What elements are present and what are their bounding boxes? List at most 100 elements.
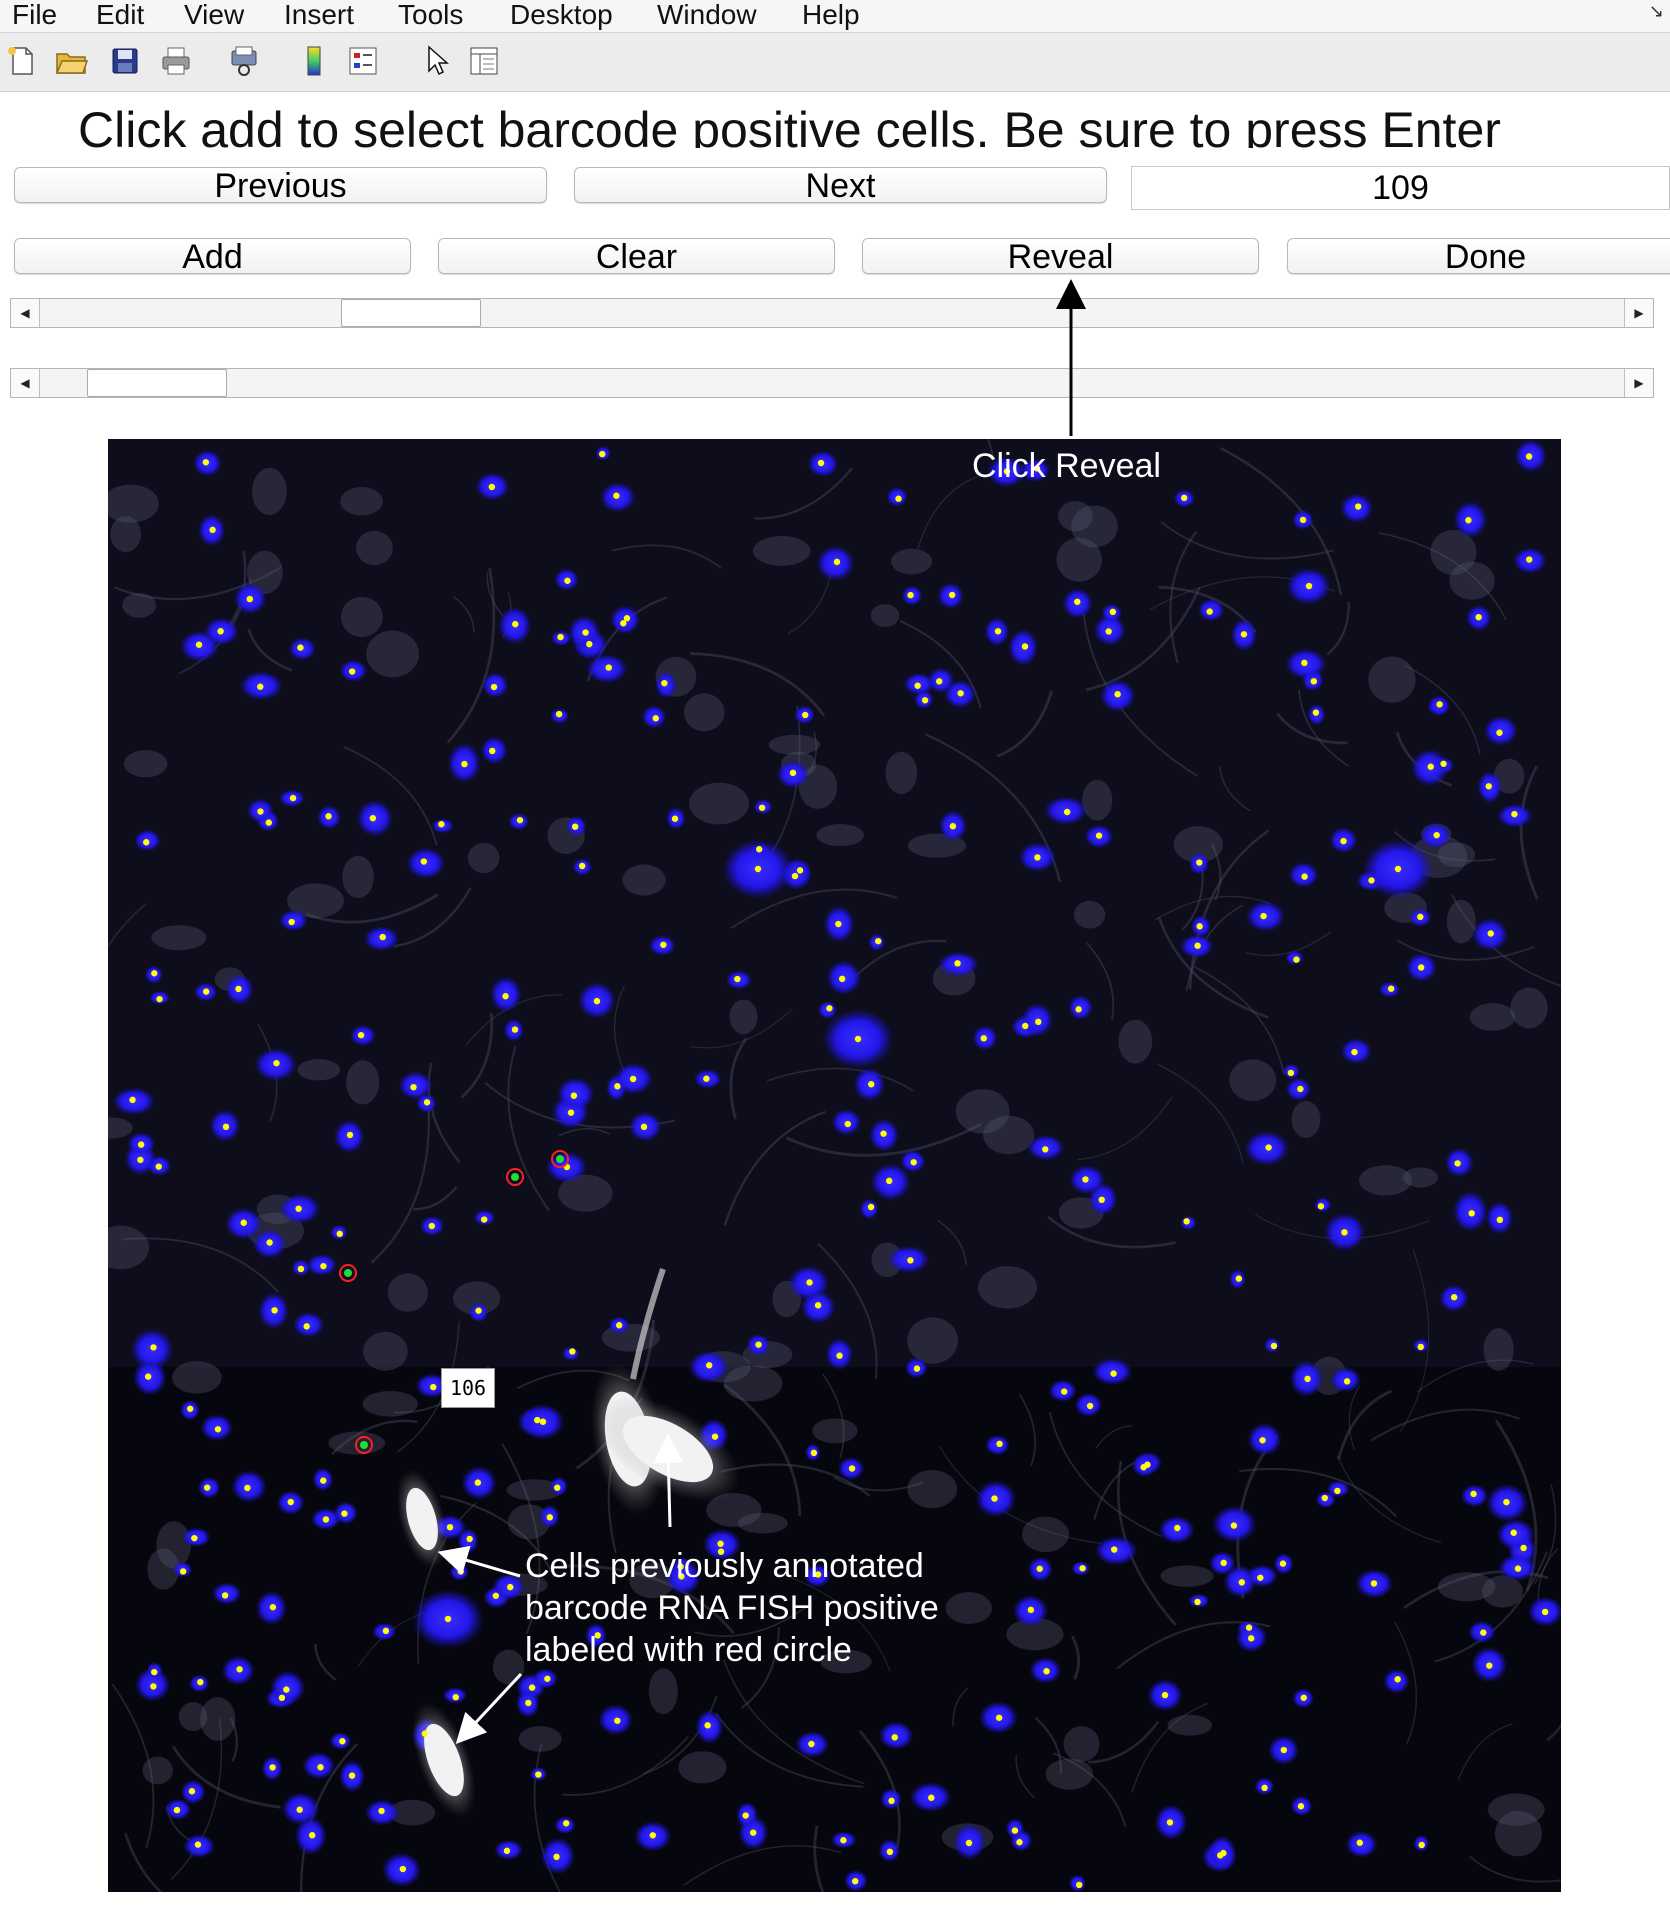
neurite xyxy=(331,1419,418,1455)
cell-soma xyxy=(622,864,666,896)
centroid-marker xyxy=(1042,1146,1049,1153)
centroid-marker xyxy=(378,1807,385,1815)
neurite xyxy=(453,596,475,633)
cell-soma xyxy=(1494,1810,1542,1857)
next-button[interactable]: Next xyxy=(574,167,1107,204)
cell-soma xyxy=(820,1649,872,1674)
horizontal-slider-bottom[interactable]: ◀ ▶ xyxy=(10,368,1654,398)
neurite xyxy=(720,1463,871,1497)
neurite xyxy=(1077,1095,1174,1161)
menu-insert[interactable]: Insert xyxy=(284,0,355,30)
centroid-marker xyxy=(1043,1668,1050,1675)
centroid-marker xyxy=(420,858,428,865)
centroid-marker xyxy=(1105,628,1112,635)
centroid-marker xyxy=(1079,1565,1086,1572)
centroid-marker xyxy=(480,1216,488,1223)
annotation-red-circle xyxy=(551,1150,569,1168)
centroid-marker xyxy=(844,1120,852,1128)
centroid-marker xyxy=(921,697,929,704)
microscopy-image[interactable] xyxy=(108,439,1561,1892)
cell-soma xyxy=(108,1117,133,1139)
menu-window[interactable]: Window xyxy=(657,0,757,30)
centroid-marker xyxy=(848,1465,856,1472)
centroid-marker xyxy=(1485,783,1492,790)
cell-layer xyxy=(108,439,1561,1892)
add-button[interactable]: Add xyxy=(14,238,411,275)
centroid-marker xyxy=(880,1130,887,1137)
centroid-marker xyxy=(582,629,589,636)
cell-soma xyxy=(346,1060,380,1105)
cell-soma xyxy=(340,596,383,637)
save-icon[interactable] xyxy=(107,43,143,79)
previous-button[interactable]: Previous xyxy=(14,167,547,204)
centroid-marker xyxy=(511,1026,519,1033)
centroid-marker xyxy=(1317,1203,1325,1210)
neurite xyxy=(1160,521,1334,560)
centroid-marker xyxy=(557,633,564,641)
centroid-marker xyxy=(525,1699,532,1707)
centroid-marker xyxy=(244,1484,251,1492)
neurite xyxy=(533,1743,561,1892)
neurite xyxy=(1095,1425,1132,1449)
reveal-button[interactable]: Reveal xyxy=(862,238,1259,275)
menu-view[interactable]: View xyxy=(184,0,245,30)
centroid-marker xyxy=(1354,503,1362,510)
centroid-marker xyxy=(150,1344,157,1351)
cell-soma xyxy=(1118,1019,1153,1064)
centroid-marker xyxy=(271,1307,278,1314)
centroid-marker xyxy=(1394,865,1402,873)
menu-tools[interactable]: Tools xyxy=(398,0,464,30)
pointer-icon[interactable] xyxy=(417,43,453,79)
centroid-marker xyxy=(348,1772,356,1779)
colorbar-icon[interactable] xyxy=(296,43,332,79)
cell-soma xyxy=(706,1492,762,1527)
centroid-marker xyxy=(1299,516,1307,524)
centroid-marker xyxy=(1035,1018,1042,1026)
open-folder-icon[interactable] xyxy=(53,43,89,79)
cell-soma xyxy=(983,1115,1035,1155)
centroid-marker xyxy=(660,941,667,948)
menu-edit[interactable]: Edit xyxy=(96,0,145,30)
centroid-marker xyxy=(1287,1069,1295,1077)
scroll-left-icon[interactable]: ◀ xyxy=(11,369,40,397)
annotation-green-dot xyxy=(556,1155,564,1163)
centroid-marker xyxy=(1293,956,1300,963)
new-file-icon[interactable] xyxy=(4,43,40,79)
neurite xyxy=(690,652,826,717)
centroid-marker xyxy=(303,1323,310,1330)
menu-help[interactable]: Help xyxy=(802,0,860,30)
centroid-marker xyxy=(717,1540,724,1547)
cell-soma xyxy=(1358,1165,1412,1196)
menu-desktop[interactable]: Desktop xyxy=(510,0,613,30)
cell-soma xyxy=(1510,987,1548,1029)
horizontal-slider-top[interactable]: ◀ ▶ xyxy=(10,298,1654,328)
index-field[interactable]: 109 xyxy=(1131,166,1670,210)
scroll-right-icon[interactable]: ▶ xyxy=(1624,369,1653,397)
centroid-marker xyxy=(143,839,150,846)
centroid-marker xyxy=(994,628,1002,635)
centroid-marker xyxy=(995,1714,1003,1721)
centroid-marker xyxy=(954,960,961,967)
slider-thumb[interactable] xyxy=(86,369,227,397)
centroid-marker xyxy=(1440,760,1447,767)
scroll-left-icon[interactable]: ◀ xyxy=(11,299,40,327)
print-preview-icon[interactable] xyxy=(226,43,262,79)
centroid-marker xyxy=(613,492,620,499)
menu-file[interactable]: File xyxy=(12,0,58,30)
centroid-marker xyxy=(886,1848,894,1856)
legend-icon[interactable] xyxy=(345,43,381,79)
neurite xyxy=(1533,1484,1557,1585)
centroid-marker xyxy=(273,1059,280,1067)
centroid-marker xyxy=(1503,1498,1510,1506)
scroll-right-icon[interactable]: ▶ xyxy=(1624,299,1653,327)
print-icon[interactable] xyxy=(158,43,194,79)
neurite xyxy=(305,893,439,924)
undock-arrow-icon[interactable]: ↘ xyxy=(1648,1,1664,21)
slider-thumb[interactable] xyxy=(340,299,481,327)
centroid-marker xyxy=(1417,913,1424,921)
centroid-marker xyxy=(796,867,804,874)
neurite xyxy=(1086,942,1115,1020)
property-panel-icon[interactable] xyxy=(466,43,502,79)
clear-button[interactable]: Clear xyxy=(438,238,835,275)
done-button[interactable]: Done xyxy=(1287,238,1670,275)
